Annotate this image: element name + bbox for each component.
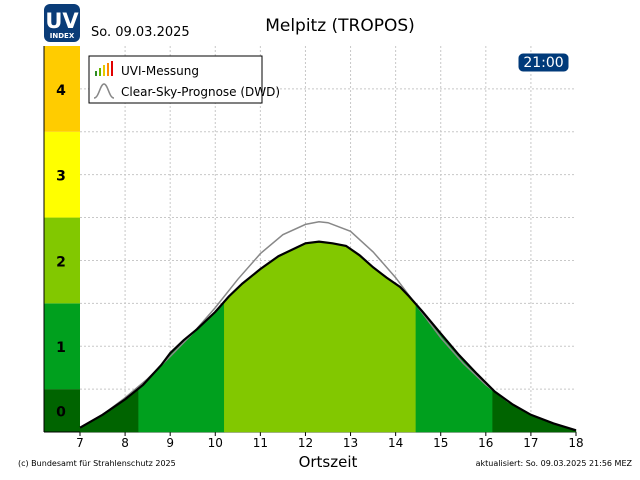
x-tick-label: 18 xyxy=(568,436,583,450)
uv-band-label: 4 xyxy=(56,83,66,99)
series-lines xyxy=(79,221,577,432)
x-tick-label: 13 xyxy=(343,436,358,450)
chart-title: Melpitz (TROPOS) xyxy=(265,16,415,36)
uv-band-4 xyxy=(44,46,80,132)
x-tick-label: 16 xyxy=(478,436,493,450)
date-label: So. 09.03.2025 xyxy=(91,25,190,40)
uv-band-label: 1 xyxy=(56,340,66,356)
x-tick-label: 10 xyxy=(208,436,223,450)
x-tick-label: 17 xyxy=(523,436,538,450)
uv-band-0 xyxy=(44,389,80,432)
x-tick-label: 14 xyxy=(388,436,403,450)
time-badge: 21:00 xyxy=(517,52,570,73)
copyright-footer: (c) Bundesamt für Strahlenschutz 2025 xyxy=(18,459,176,468)
uvi-area-segment xyxy=(224,241,417,433)
uv-band-1 xyxy=(44,303,80,390)
time-badge-label: 21:00 xyxy=(523,55,563,71)
uv-band-label: 3 xyxy=(56,169,66,185)
legend-label-uvi: UVI-Messung xyxy=(121,64,199,78)
x-tick-label: 9 xyxy=(166,436,174,450)
x-tick-label: 7 xyxy=(76,436,84,450)
logo-text: UV xyxy=(45,9,79,33)
uv-level-bands xyxy=(43,46,80,432)
uv-index-logo: UV INDEX xyxy=(44,4,80,42)
uvi-area-segment xyxy=(138,300,225,433)
uv-band-label: 0 xyxy=(56,405,66,421)
bell-curve-icon xyxy=(93,83,115,99)
logo-subtext: INDEX xyxy=(50,32,75,40)
x-axis-label: Ortszeit xyxy=(299,453,358,471)
uv-band-label: 2 xyxy=(56,254,66,270)
uv-band-labels: 0 1 2 3 4 xyxy=(56,83,66,421)
uvi-area-segment xyxy=(415,303,493,433)
updated-footer: aktualisiert: So. 09.03.2025 21:56 MEZ xyxy=(476,459,633,468)
x-tick-label: 8 xyxy=(121,436,129,450)
legend-label-clearsky: Clear-Sky-Prognose (DWD) xyxy=(121,85,280,99)
x-tick-label: 12 xyxy=(298,436,313,450)
legend: UVI-Messung Clear-Sky-Prognose (DWD) xyxy=(88,55,280,104)
bar-signal-icon xyxy=(95,61,113,76)
x-tick-labels: 7 8 9 10 11 12 13 14 15 16 17 18 xyxy=(76,436,583,450)
uvi-area-fill xyxy=(79,241,577,433)
x-tick-label: 11 xyxy=(253,436,268,450)
uv-band-2 xyxy=(44,217,80,304)
x-tick-label: 15 xyxy=(433,436,448,450)
uvi-measurement-line xyxy=(79,240,577,432)
uv-band-3 xyxy=(44,131,80,218)
